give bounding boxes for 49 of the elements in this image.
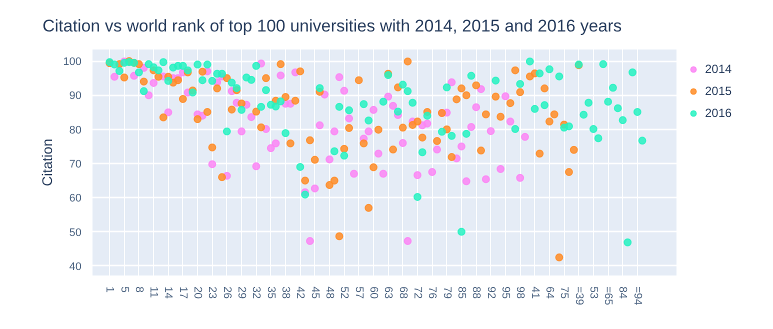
x-tick-label: 41 bbox=[528, 286, 541, 299]
legend-label: 2014 bbox=[705, 62, 732, 76]
y-axis-title: Citation bbox=[39, 138, 56, 186]
y-tick-label: 90 bbox=[69, 90, 82, 102]
x-tick-label: 88 bbox=[470, 286, 482, 299]
x-tick-label: 72 bbox=[411, 286, 424, 299]
x-tick-label: 52 bbox=[338, 286, 350, 299]
x-tick-label: 23 bbox=[206, 286, 218, 299]
x-tick-label: 1 bbox=[104, 286, 116, 293]
y-tick-label: 70 bbox=[69, 158, 82, 171]
x-tick-label: =65 bbox=[602, 286, 614, 306]
x-tick-label: 20 bbox=[192, 286, 204, 299]
x-tick-label: 92 bbox=[484, 286, 497, 299]
x-tick-label: 84 bbox=[616, 286, 629, 299]
chart-title: Citation vs world rank of top 100 universities with 2014, 2015 and 2016 years bbox=[42, 16, 622, 36]
legend-label: 2015 bbox=[705, 84, 732, 98]
x-tick-label: 48 bbox=[324, 286, 336, 299]
x-tick-label: 95 bbox=[499, 286, 512, 299]
x-tick-label: 63 bbox=[382, 286, 394, 299]
y-tick-label: 80 bbox=[69, 124, 82, 136]
x-tick-label: 14 bbox=[162, 286, 174, 299]
x-tick-label: 75 bbox=[558, 286, 570, 299]
x-tick-label: 98 bbox=[514, 286, 526, 299]
x-tick-label: 68 bbox=[396, 286, 409, 299]
x-tick-label: 26 bbox=[220, 286, 233, 299]
x-tick-label: =94 bbox=[631, 286, 644, 306]
x-tick-label: 64 bbox=[543, 286, 556, 299]
x-tick-label: 53 bbox=[587, 286, 600, 299]
x-tick-label: 8 bbox=[132, 286, 145, 293]
y-tick-label: 40 bbox=[69, 260, 82, 273]
x-tick-label: 79 bbox=[440, 286, 453, 299]
x-tick-label: 35 bbox=[264, 286, 277, 299]
x-tick-label: =39 bbox=[572, 286, 585, 306]
x-tick-label: 76 bbox=[426, 286, 438, 299]
x-tick-label: 60 bbox=[368, 286, 380, 299]
x-tick-label: 29 bbox=[236, 286, 248, 299]
x-tick-label: 17 bbox=[176, 286, 189, 299]
x-tick-label: 57 bbox=[352, 286, 365, 299]
x-tick-label: 5 bbox=[118, 286, 130, 293]
x-tick-label: 32 bbox=[250, 286, 262, 299]
y-tick-label: 50 bbox=[69, 226, 82, 239]
x-tick-label: 45 bbox=[308, 286, 321, 299]
x-tick-label: 42 bbox=[294, 286, 306, 299]
y-tick-label: 60 bbox=[69, 192, 82, 205]
x-tick-label: 38 bbox=[280, 286, 292, 299]
x-tick-label: 11 bbox=[148, 286, 160, 298]
x-tick-label: 85 bbox=[455, 286, 468, 299]
y-tick-label: 100 bbox=[63, 56, 82, 68]
legend-label: 2016 bbox=[705, 106, 732, 120]
